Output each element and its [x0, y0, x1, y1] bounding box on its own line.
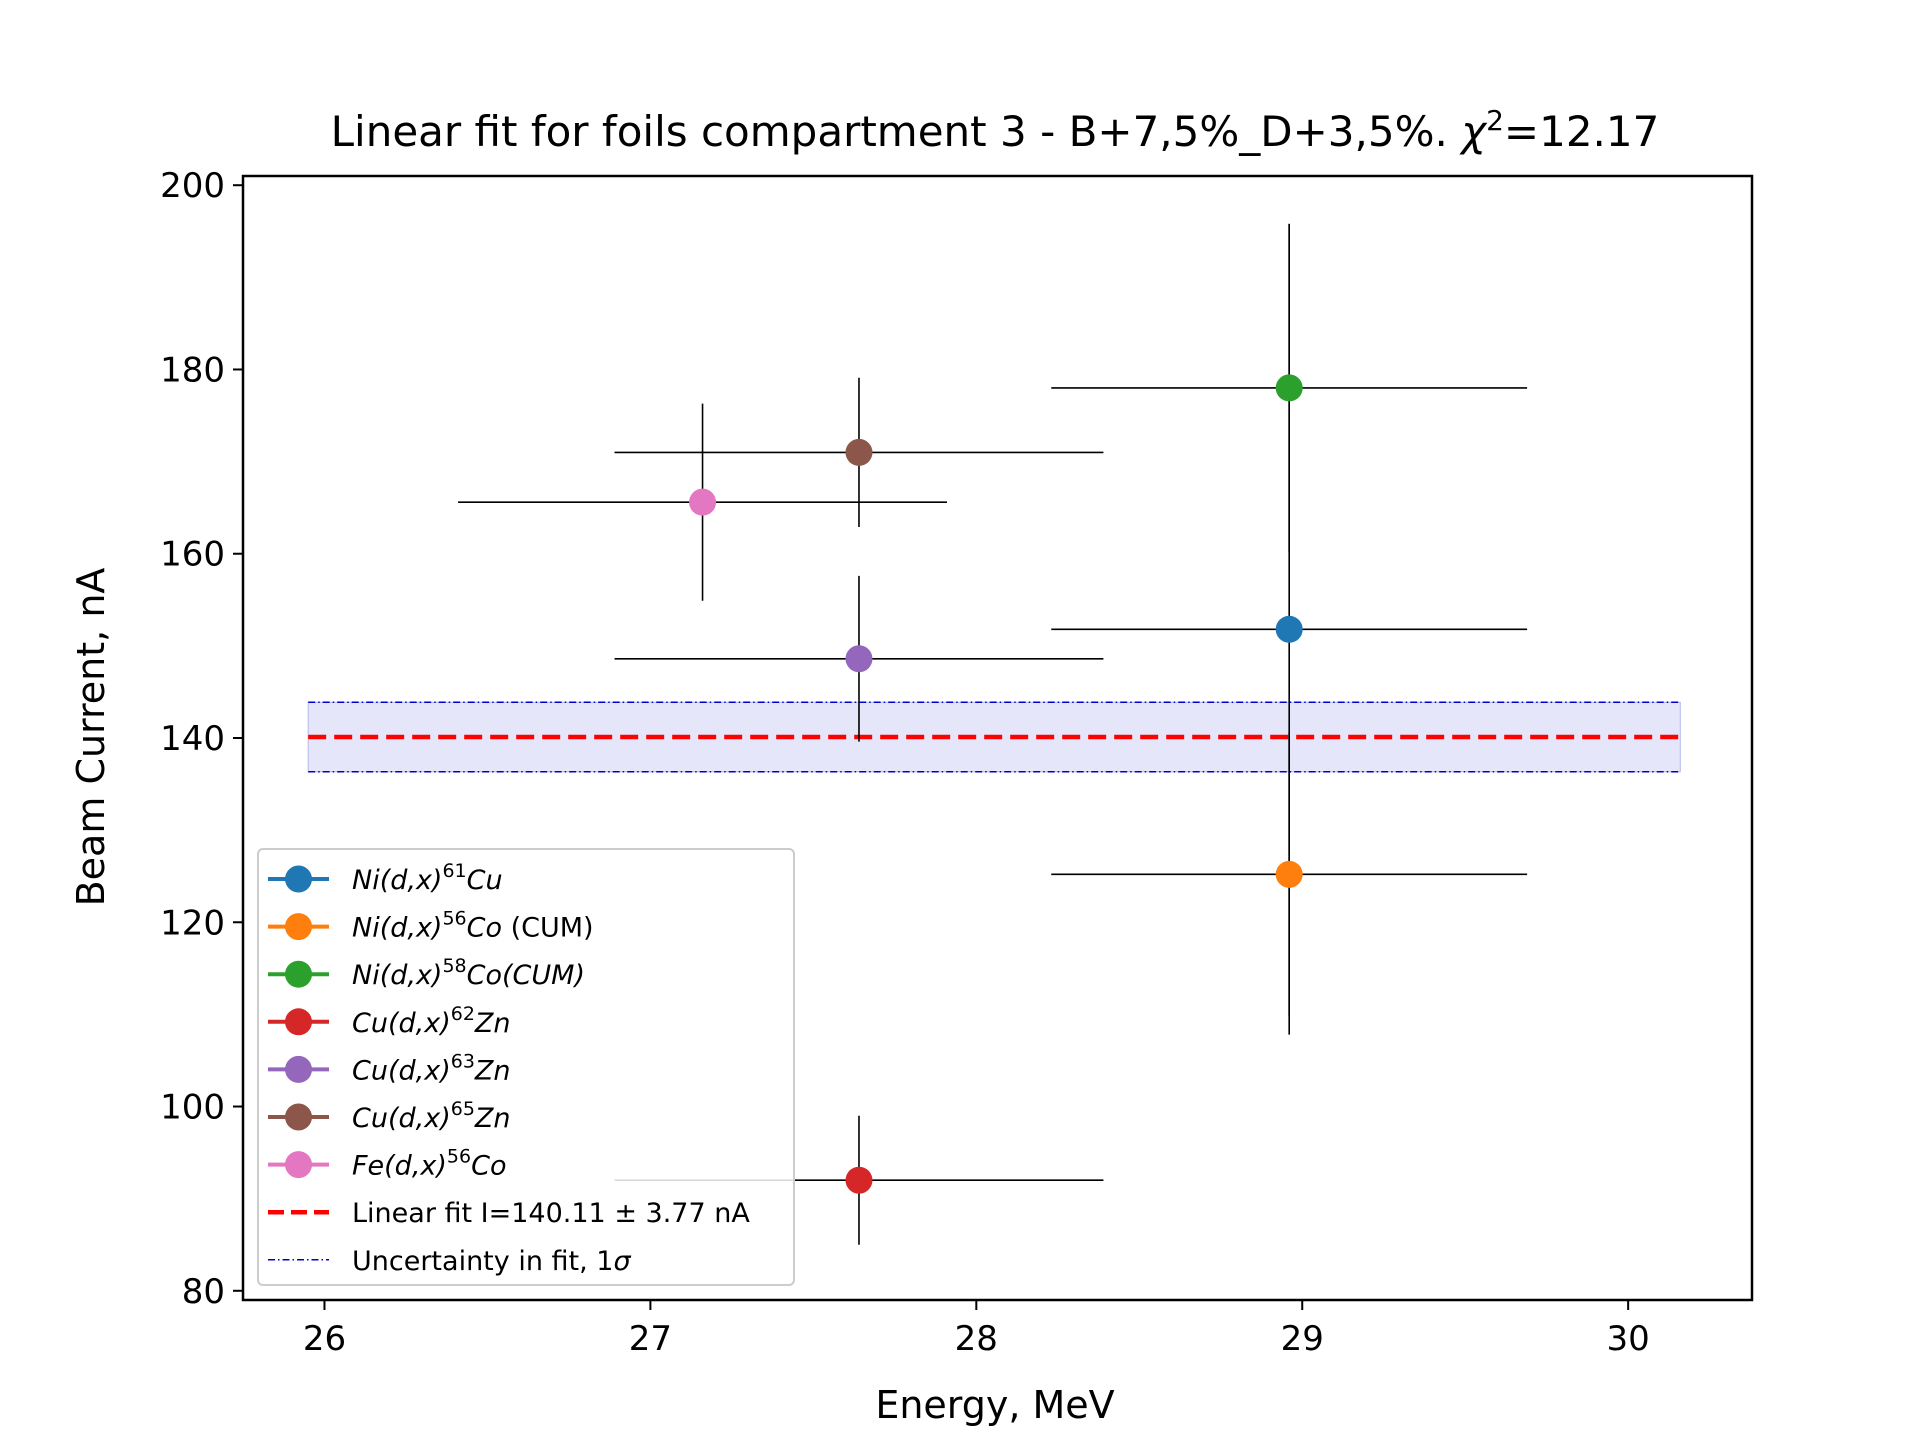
- legend-label-2: Ni(d,x)58Co(CUM): [352, 955, 585, 991]
- data-point-5: [845, 438, 873, 466]
- data-point-4: [845, 645, 873, 673]
- y-tick-label: 180: [160, 350, 225, 390]
- legend-marker-3: [285, 1008, 312, 1036]
- chart-title: Linear fit for foils compartment 3 - B+7…: [331, 104, 1660, 156]
- legend-label-6: Fe(d,x)56Co: [352, 1146, 506, 1182]
- data-point-0: [1275, 615, 1303, 643]
- legend-label-fit: Linear fit I=140.11 ± 3.77 nA: [352, 1198, 750, 1229]
- x-tick-label: 29: [1281, 1319, 1324, 1359]
- fit-band-layer: [307, 701, 1681, 773]
- legend-marker-5: [285, 1103, 312, 1131]
- y-tick-label: 140: [160, 719, 225, 759]
- legend-marker-2: [285, 960, 312, 988]
- legend-entries: Ni(d,x)61Cu Ni(d,x)56Co (CUM) Ni(d,x)58Co(…: [268, 860, 750, 1277]
- x-tick-label: 26: [303, 1319, 346, 1359]
- y-tick-label: 120: [160, 903, 225, 943]
- legend-label-uncertainty: Uncertainty in fit, 1σ: [352, 1246, 631, 1277]
- x-axis-label: Energy, MeV: [875, 1383, 1114, 1427]
- x-tick-label: 28: [955, 1319, 998, 1359]
- y-tick-label: 160: [160, 535, 225, 575]
- legend-label-1: Ni(d,x)56Co (CUM): [352, 908, 594, 944]
- data-point-2: [1275, 374, 1303, 402]
- legend-marker-4: [285, 1055, 312, 1083]
- legend-label-3: Cu(d,x)62Zn: [352, 1003, 511, 1039]
- data-point-1: [1275, 860, 1303, 888]
- plot-area-frame: [241, 174, 1754, 1302]
- y-tick-label: 80: [182, 1272, 225, 1312]
- legend: Ni(d,x)61Cu Ni(d,x)56Co (CUM) Ni(d,x)58Co(…: [257, 848, 795, 1286]
- data-point-3: [845, 1166, 873, 1194]
- y-tick-label: 200: [160, 166, 225, 206]
- y-tick-label: 100: [160, 1088, 225, 1128]
- legend-marker-6: [285, 1151, 312, 1179]
- x-tick-label: 27: [629, 1319, 672, 1359]
- legend-label-0: Ni(d,x)61Cu: [352, 860, 503, 896]
- y-axis-label: Beam Current, nA: [69, 568, 113, 907]
- legend-marker-1: [285, 913, 312, 941]
- data-point-6: [689, 488, 717, 516]
- tick-layer: 26 27 28 29 30 80 100 120 140 160 180 200: [160, 166, 1650, 1359]
- point-layer: [689, 374, 1303, 1194]
- legend-marker-0: [285, 865, 312, 893]
- legend-label-4: Cu(d,x)63Zn: [352, 1050, 511, 1086]
- x-tick-label: 30: [1607, 1319, 1650, 1359]
- legend-label-5: Cu(d,x)65Zn: [352, 1098, 511, 1134]
- legend-box: [257, 848, 795, 1286]
